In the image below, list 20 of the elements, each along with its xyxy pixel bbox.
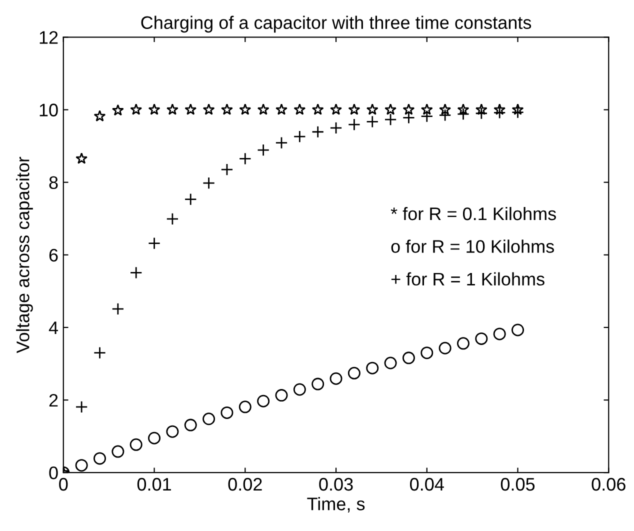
x-tick-label: 0.05 [500,478,535,491]
y-tick-label: 10 [40,104,58,116]
chart-title: Charging of a capacitor with three time constants [141,16,532,33]
annotation: * for R = 0.1 Kilohms [390,206,556,220]
annotation: + for R = 1 Kilohms [391,272,544,286]
y-tick-label: 8 [49,176,58,190]
x-tick-label: 0.02 [228,478,262,491]
y-tick-label: 12 [40,31,58,44]
y-tick-label: 0 [49,466,58,480]
y-axis-title: Voltage across capacitor [16,156,33,354]
x-tick-label: 0.04 [410,478,444,491]
x-tick-label: 0 [59,478,68,491]
x-tick-label: 0.01 [137,478,171,491]
x-tick-label: 0.06 [592,478,626,491]
annotation: o for R = 10 Kilohms [391,240,554,253]
y-tick-label: 2 [49,394,58,407]
y-tick-label: 6 [49,248,58,262]
y-tick-label: 4 [48,322,58,334]
x-axis-title: Time, s [307,497,365,512]
x-tick-label: 0.03 [319,478,353,491]
